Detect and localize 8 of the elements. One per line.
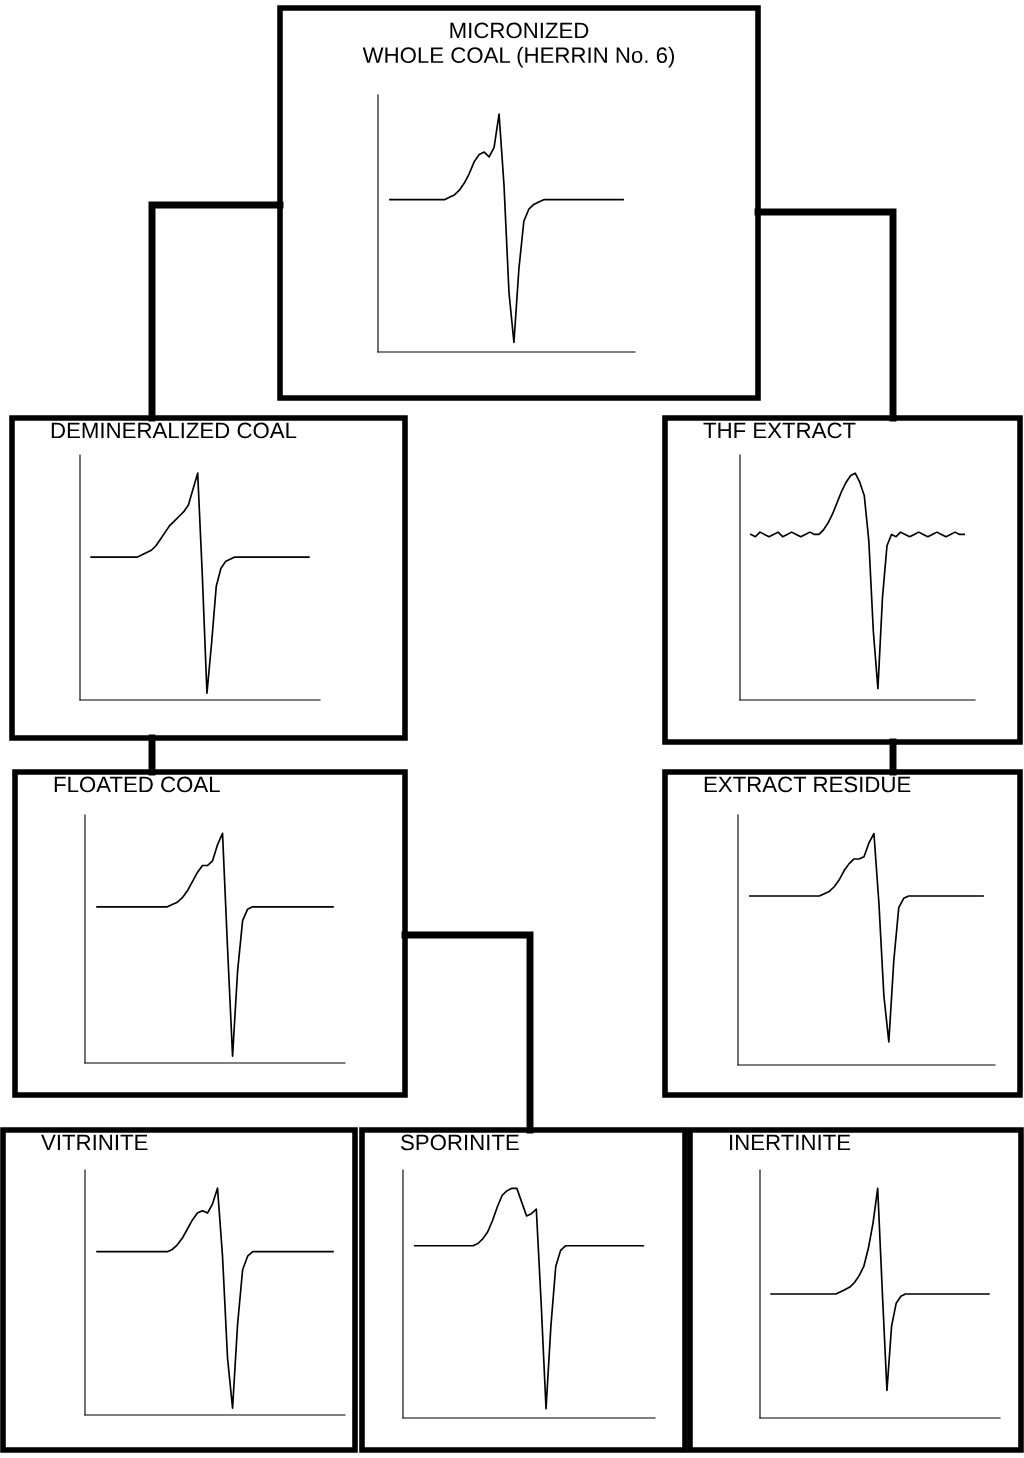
chart-title: INERTINITE xyxy=(730,1134,851,1151)
chart-title: SPORINITE xyxy=(401,1134,519,1151)
chart-title: VITRINITE xyxy=(41,1134,148,1151)
chart-title: THF EXTRACT xyxy=(703,422,856,439)
chart-title: EXTRACT RESIDUE xyxy=(704,776,911,793)
chart-title: MICRONIZED WHOLE COAL (HERRIN No. 6) xyxy=(362,22,675,68)
chart-title: DEMINERALIZED COAL xyxy=(51,422,297,439)
chart-title: FLOATED COAL xyxy=(54,776,220,793)
